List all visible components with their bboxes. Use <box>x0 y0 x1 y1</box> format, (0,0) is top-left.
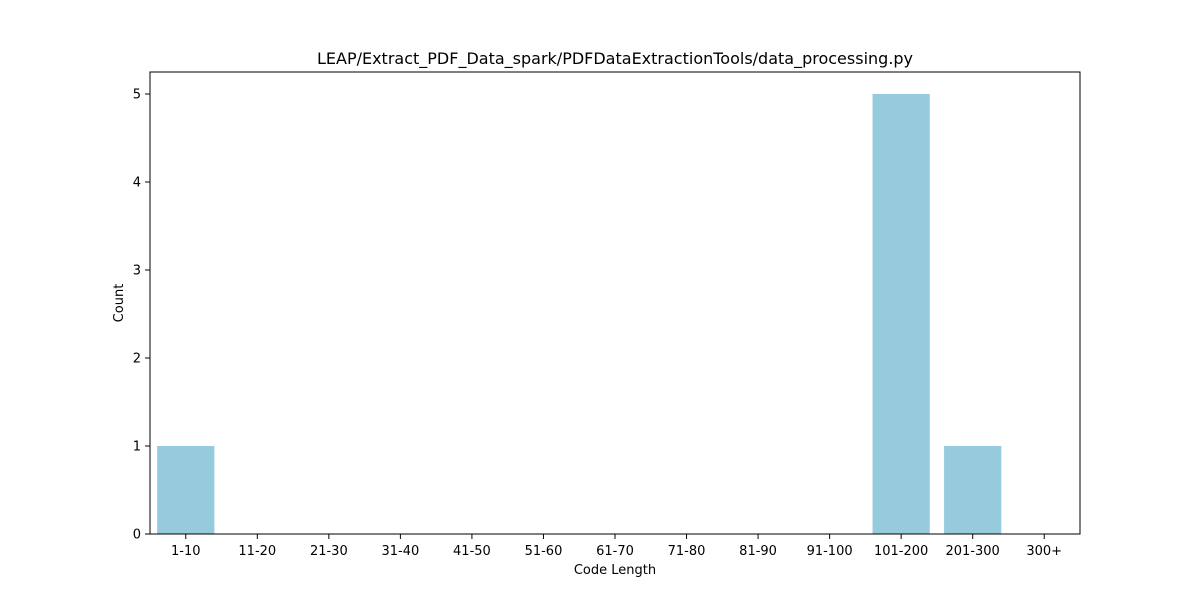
x-tick-label: 51-60 <box>525 544 563 559</box>
x-tick-label: 31-40 <box>381 544 419 559</box>
x-axis-label: Code Length <box>574 563 656 578</box>
y-tick-label: 3 <box>133 264 141 279</box>
x-tick-label: 61-70 <box>596 544 634 559</box>
bar-1-10 <box>157 446 215 534</box>
y-tick-label: 5 <box>133 88 141 103</box>
x-tick-label: 11-20 <box>238 544 276 559</box>
y-axis-label: Count <box>112 284 127 323</box>
y-axis-ticks: 0 1 2 3 4 5 <box>133 88 150 543</box>
bars-group <box>157 94 1002 534</box>
y-tick-label: 4 <box>133 176 141 191</box>
x-tick-label: 300+ <box>1026 544 1062 559</box>
x-tick-label: 21-30 <box>310 544 348 559</box>
y-tick-label: 0 <box>133 528 141 543</box>
x-tick-label: 71-80 <box>668 544 706 559</box>
chart-title: LEAP/Extract_PDF_Data_spark/PDFDataExtra… <box>317 49 913 69</box>
x-tick-label: 101-200 <box>874 544 928 559</box>
x-tick-label: 91-100 <box>807 544 853 559</box>
x-tick-label: 1-10 <box>171 544 201 559</box>
y-tick-label: 2 <box>133 352 141 367</box>
plot-frame <box>149 71 1081 535</box>
x-tick-label: 41-50 <box>453 544 491 559</box>
x-axis-ticks: 1-10 11-20 21-30 31-40 41-50 51-60 61-70 71-80 8… <box>171 534 1062 559</box>
x-tick-label: 81-90 <box>739 544 777 559</box>
y-tick-label: 1 <box>133 440 141 455</box>
bar-101-200 <box>872 94 930 534</box>
x-tick-label: 201-300 <box>946 544 1000 559</box>
bar-201-300 <box>944 446 1002 534</box>
